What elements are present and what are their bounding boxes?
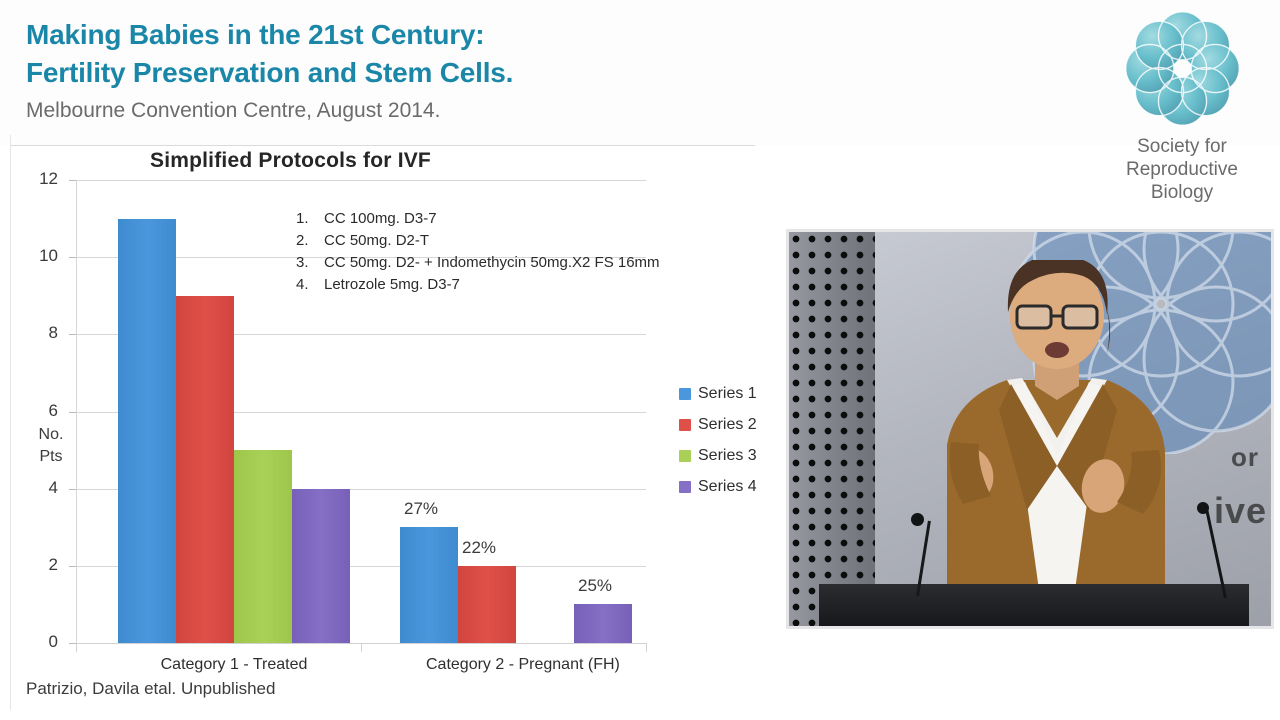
chart-y-tick-label: 12 xyxy=(39,169,58,188)
protocol-text: CC 50mg. D2- + Indomethycin 50mg.X2 FS 1… xyxy=(324,254,660,271)
legend-label: Series 4 xyxy=(698,477,757,495)
chart-gridline xyxy=(76,411,646,413)
chart-bar xyxy=(118,218,176,643)
chart-x-tick xyxy=(76,643,77,652)
speaker-figure xyxy=(947,260,1165,590)
protocol-text: CC 100mg. D3-7 xyxy=(324,210,437,227)
chart-legend: Series 1 Series 2 Series 3 Series 4 xyxy=(679,378,757,502)
legend-label: Series 3 xyxy=(698,446,757,464)
header-divider xyxy=(10,145,755,146)
page-title-line-2: Fertility Preservation and Stem Cells. xyxy=(26,57,514,88)
speaker-video-panel[interactable]: or ive xyxy=(786,229,1274,629)
slide-header: Making Babies in the 21st Century: Ferti… xyxy=(0,0,1280,203)
chart-y-tick-label: 0 xyxy=(48,632,58,651)
legend-swatch-series-4 xyxy=(679,480,691,493)
page-subtitle: Melbourne Convention Centre, August 2014… xyxy=(26,99,441,122)
legend-swatch-series-1 xyxy=(679,387,691,400)
microphone-icon-secondary xyxy=(1197,502,1209,514)
y-axis-title-line-2: Pts xyxy=(39,448,63,466)
protocol-text: Letrozole 5mg. D3-7 xyxy=(324,276,460,293)
chart-gridline xyxy=(76,334,646,336)
legend-swatch-series-3 xyxy=(679,449,691,462)
chart-container: Simplified Protocols for IVF No. Pts 1. … xyxy=(0,146,770,720)
chart-gridline xyxy=(76,257,646,259)
list-item: 4. Letrozole 5mg. D3-7 xyxy=(296,274,660,296)
chart-x-tick xyxy=(646,643,647,652)
chart-bar xyxy=(176,295,234,643)
protocol-list: 1. CC 100mg. D3-7 2. CC 50mg. D2-T 3. CC… xyxy=(296,208,660,296)
legend-item: Series 1 xyxy=(679,378,757,409)
chart-y-tick-label: 6 xyxy=(48,400,58,420)
chart-y-tick xyxy=(69,257,76,259)
chart-y-tick-label: 10 xyxy=(39,246,58,266)
chart-y-tick-label: 8 xyxy=(48,323,58,343)
chart-bar xyxy=(400,527,458,643)
legend-item: Series 2 xyxy=(679,409,757,440)
chart-bar xyxy=(292,488,350,643)
chart-y-tick xyxy=(69,334,76,336)
page-title-line-1: Making Babies in the 21st Century: xyxy=(26,19,485,50)
podium xyxy=(819,584,1249,626)
title-block: Making Babies in the 21st Century: Ferti… xyxy=(26,16,726,126)
list-item: 3. CC 50mg. D2- + Indomethycin 50mg.X2 F… xyxy=(296,252,660,274)
chart-gridline xyxy=(76,565,646,567)
legend-item: Series 4 xyxy=(679,471,757,502)
logo-text-line-1: Society for xyxy=(1137,136,1227,157)
protocol-number: 3. xyxy=(296,254,309,271)
legend-label: Series 2 xyxy=(698,415,757,433)
chart-y-tick xyxy=(69,565,76,567)
society-logo-icon xyxy=(1120,6,1245,131)
protocol-number: 2. xyxy=(296,232,309,249)
chart-gridline xyxy=(76,488,646,490)
video-frame: or ive xyxy=(789,232,1271,626)
chart-y-tick xyxy=(69,643,76,644)
logo-text: Society for Reproductive Biology xyxy=(1094,135,1270,204)
list-item: 1. CC 100mg. D3-7 xyxy=(296,208,660,230)
chart-x-tick xyxy=(361,643,362,652)
chart-plot-area xyxy=(69,180,646,644)
logo-text-line-3: Biology xyxy=(1150,182,1214,203)
chart-y-tick xyxy=(69,180,76,181)
protocol-number: 1. xyxy=(296,210,309,227)
chart-category-label: Category 1 - Treated xyxy=(160,656,308,673)
microphone-icon xyxy=(911,513,924,526)
legend-label: Series 1 xyxy=(698,384,757,402)
chart-bar xyxy=(458,565,516,643)
chart-title: Simplified Protocols for IVF xyxy=(150,149,431,172)
chart-bar xyxy=(574,604,632,643)
list-item: 2. CC 50mg. D2-T xyxy=(296,230,660,252)
legend-swatch-series-2 xyxy=(679,418,691,431)
y-axis-title-line-1: No. xyxy=(38,426,64,444)
citation-text: Patrizio, Davila etal. Unpublished xyxy=(26,679,276,698)
chart-bar-label: 27% xyxy=(404,499,439,519)
chart-bar-label: 25% xyxy=(578,576,613,596)
chart-bar xyxy=(234,450,292,643)
perforated-wall-panel xyxy=(789,232,875,626)
chart-y-tick xyxy=(69,488,76,490)
logo-text-line-2: Reproductive xyxy=(1126,159,1238,180)
chart-y-tick-label: 2 xyxy=(48,554,58,574)
backdrop-word-ive: ive xyxy=(1213,490,1267,531)
chart-category-label: Category 2 - Pregnant (FH) xyxy=(426,656,620,673)
protocol-text: CC 50mg. D2-T xyxy=(324,232,430,249)
legend-item: Series 3 xyxy=(679,440,757,471)
chart-bar-label: 22% xyxy=(462,537,497,557)
chart-y-axis-title: No. Pts xyxy=(28,424,74,468)
backdrop-word-or: or xyxy=(1231,442,1259,472)
protocol-number: 4. xyxy=(296,276,309,293)
chart-y-tick xyxy=(69,411,76,413)
left-divider xyxy=(10,135,11,710)
logo-block: Society for Reproductive Biology xyxy=(1094,6,1270,204)
chart-gridline xyxy=(76,180,646,181)
chart-y-tick-label: 4 xyxy=(48,477,58,497)
